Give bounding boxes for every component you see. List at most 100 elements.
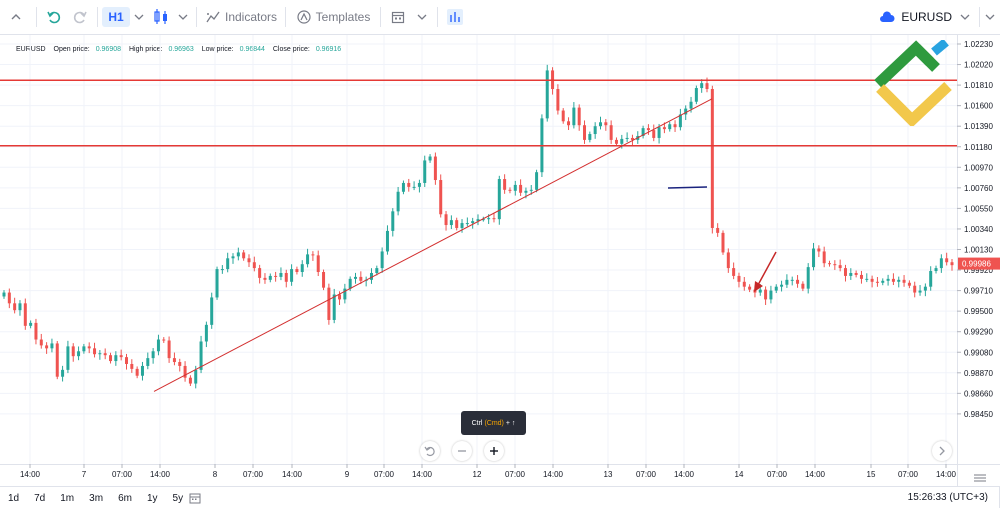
candle-body — [838, 265, 842, 269]
reset-zoom-button[interactable] — [420, 441, 440, 461]
candle-body — [401, 182, 405, 192]
redo-icon[interactable] — [67, 0, 93, 34]
price-chart[interactable]: 1.02230 1.02020 1.01810 1.01600 1.01390 1.011… — [0, 35, 1000, 486]
chevron-right-icon — [939, 446, 945, 456]
zoom-out-button[interactable] — [452, 441, 472, 461]
arrow-head — [754, 281, 763, 292]
compare-chart-icon[interactable] — [442, 0, 468, 34]
candle-body — [162, 339, 166, 341]
tooltip-suffix: + ↑ — [505, 419, 516, 427]
time-axis-label: 14:00 — [805, 470, 826, 479]
candle-body — [764, 289, 768, 300]
candle-body — [210, 297, 214, 325]
chart-type-button[interactable] — [148, 0, 174, 34]
candle-body — [226, 258, 230, 270]
candle-body — [710, 89, 714, 228]
zoom-shortcut-tooltip: Ctrl (Cmd) + ↑ — [461, 411, 526, 435]
collapse-icon[interactable] — [0, 0, 32, 34]
candle-body — [737, 275, 741, 282]
scroll-right-button[interactable] — [932, 441, 952, 461]
candle-body — [284, 272, 288, 282]
candle-body — [684, 108, 688, 115]
undo-icon[interactable] — [41, 0, 67, 34]
date-range-calendar-icon[interactable] — [189, 492, 201, 504]
candle-body — [380, 251, 384, 269]
range-1m[interactable]: 1m — [60, 492, 75, 504]
candle-body — [417, 182, 421, 187]
candle-body — [801, 283, 805, 289]
candle-body — [476, 219, 480, 222]
range-6m[interactable]: 6m — [118, 492, 132, 504]
candle-body — [82, 346, 86, 352]
range-5y[interactable]: 5y — [172, 492, 184, 504]
candle-body — [385, 230, 389, 252]
candle-body — [465, 223, 469, 225]
candle-body — [689, 101, 693, 109]
candle-body — [460, 223, 464, 228]
candle-body — [247, 258, 251, 263]
candle-body — [678, 114, 682, 128]
candle-body — [338, 294, 342, 300]
interval-chevron-down-icon[interactable] — [130, 0, 148, 34]
candle-body — [135, 368, 139, 376]
range-7d[interactable]: 7d — [34, 492, 46, 504]
zoom-in-button[interactable] — [484, 441, 504, 461]
clock-readout: 15:26:33 (UTC+3) — [907, 492, 988, 503]
candle-body — [790, 279, 794, 281]
candle-body — [700, 83, 704, 89]
axis-settings-icon — [974, 474, 986, 482]
candle-body — [817, 248, 821, 252]
candle-body — [529, 189, 533, 191]
price-axis-label: 1.01600 — [964, 102, 993, 111]
candle-body — [812, 248, 816, 268]
settings-chevron-down-icon[interactable] — [980, 0, 1000, 34]
candle-body — [822, 251, 826, 264]
candle-body — [694, 88, 698, 102]
trend-line — [153, 98, 713, 392]
toolbar-divider — [285, 7, 286, 27]
top-toolbar: H1 Indicators Templates — [0, 0, 1000, 35]
price-axis-label: 1.00970 — [964, 163, 993, 172]
time-axis-label: 07:00 — [374, 470, 395, 479]
candle-body — [455, 220, 459, 228]
candle-body — [716, 227, 720, 233]
indicators-button[interactable]: Indicators — [201, 0, 281, 34]
templates-button[interactable]: Templates — [290, 0, 376, 34]
candle-body — [503, 179, 507, 190]
candle-body — [29, 322, 33, 326]
candle-body — [183, 365, 187, 378]
range-1y[interactable]: 1y — [146, 492, 158, 504]
legend-low-label: Low price: — [201, 46, 234, 53]
candle-body — [55, 343, 59, 377]
interval-button[interactable]: H1 — [102, 0, 130, 34]
candle-body — [865, 278, 869, 280]
candle-body — [194, 369, 198, 384]
candle-body — [774, 286, 778, 291]
symbol-selector[interactable]: EURUSD — [879, 0, 970, 34]
legend-low-value: 0.96844 — [239, 46, 265, 53]
candle-body — [556, 89, 560, 111]
candle-body — [98, 353, 102, 355]
candle-body — [945, 258, 949, 263]
range-3m[interactable]: 3m — [89, 492, 104, 504]
price-axis-label: 1.00130 — [964, 246, 993, 255]
bottom-bar: 1d 7d 1m 3m 6m 1y 5y — [0, 486, 1000, 509]
calendar-icon[interactable] — [385, 0, 411, 34]
candle-body — [428, 156, 432, 161]
candle-body — [630, 137, 634, 140]
candle-body — [859, 274, 863, 279]
toolbar-divider — [97, 7, 98, 27]
candle-body — [891, 278, 895, 282]
candle-body — [306, 254, 310, 265]
chart-type-chevron-down-icon[interactable] — [174, 0, 192, 34]
candle-body — [843, 268, 847, 276]
minus-icon — [458, 450, 466, 452]
candle-body — [780, 284, 784, 287]
calendar-chevron-down-icon[interactable] — [411, 0, 433, 34]
legend-high-label: High price: — [128, 46, 163, 53]
candle-body — [721, 232, 725, 253]
candle-body — [103, 353, 107, 356]
candle-body — [178, 362, 182, 366]
candle-body — [348, 278, 352, 289]
range-1d[interactable]: 1d — [8, 492, 20, 504]
